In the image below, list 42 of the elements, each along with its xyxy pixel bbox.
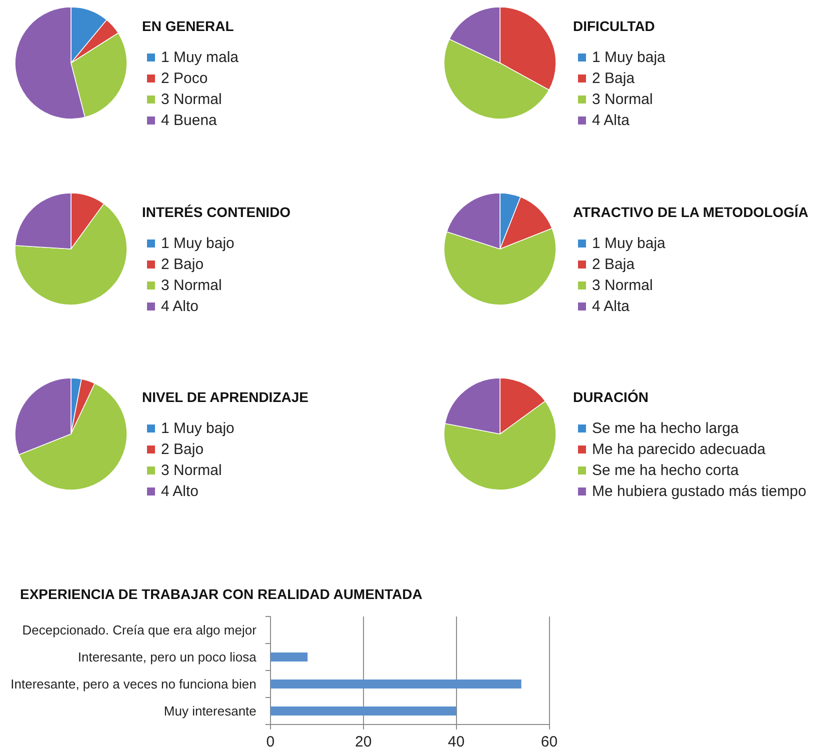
bar xyxy=(270,706,456,715)
legend-label: 4 Buena xyxy=(161,112,218,129)
y-tick-label: Interesante, pero a veces no funciona bien xyxy=(10,676,256,691)
legend-label: 3 Normal xyxy=(161,462,222,479)
text: NIVEL DE APRENDIZAJE xyxy=(142,389,308,405)
text: EN GENERAL xyxy=(142,18,234,34)
x-tick-label: 40 xyxy=(448,733,465,750)
legend-label: 4 Alto xyxy=(161,483,199,500)
bar xyxy=(270,679,522,688)
text: DIFICULTAD xyxy=(572,18,654,34)
legend-label: 1 Muy baja xyxy=(592,234,666,252)
legend-label: Me hubiera gustado más tiempo xyxy=(592,483,806,500)
chart-title: EXPERIENCIA DE TRABAJAR CON REALIDAD AUMENTADA xyxy=(20,586,422,602)
legend-label: 2 Poco xyxy=(161,70,208,87)
legend-label: 1 Muy mala xyxy=(161,49,240,66)
y-tick-label: Interesante, pero un poco liosa xyxy=(78,649,258,664)
legend-label: Me ha parecido adecuada xyxy=(592,441,766,458)
legend-label: 3 Normal xyxy=(592,91,652,108)
legend-label: 3 Normal xyxy=(161,276,222,294)
legend-label: 4 Alta xyxy=(592,112,630,129)
legend-label: 2 Bajo xyxy=(161,441,204,458)
legend-label: 1 Muy bajo xyxy=(161,234,234,252)
legend-label: 2 Bajo xyxy=(161,256,204,272)
legend-label: 4 Alta xyxy=(592,298,630,314)
text: DURACIÓN xyxy=(572,389,648,405)
legend-label: Se me ha hecho larga xyxy=(592,420,739,437)
y-tick-label: Decepcionado. Creía que era algo mejor xyxy=(22,622,258,637)
legend-label: 1 Muy baja xyxy=(592,49,666,66)
y-tick-label: Muy interesante xyxy=(164,703,256,718)
legend-label: 4 Alto xyxy=(161,298,199,314)
bar xyxy=(270,652,308,661)
x-tick-label: 0 xyxy=(266,733,275,750)
x-tick-label: 20 xyxy=(354,733,372,750)
x-tick-label: 60 xyxy=(540,733,558,750)
legend-label: Se me ha hecho corta xyxy=(592,462,739,479)
legend-label: 3 Normal xyxy=(161,91,222,108)
text: ATRACTIVO DE LA METODOLOGÍA xyxy=(572,204,808,220)
legend-label: 2 Baja xyxy=(592,256,635,272)
legend-label: 3 Normal xyxy=(592,276,652,294)
text: INTERÉS CONTENIDO xyxy=(142,204,291,220)
legend-label: 2 Baja xyxy=(592,70,635,87)
legend-label: 1 Muy bajo xyxy=(161,420,234,437)
